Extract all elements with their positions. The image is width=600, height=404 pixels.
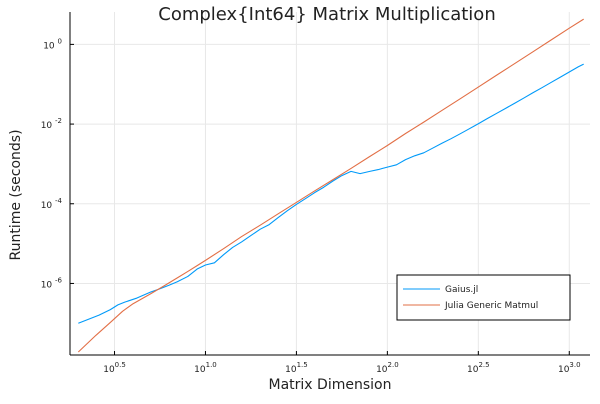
chart-title: Complex{Int64} Matrix Multiplication <box>158 4 495 25</box>
legend-label-gaius: Gaius.jl <box>445 285 478 295</box>
series-lines <box>77 18 584 353</box>
axis-ticks: 100.5 101.0 101.5 102.0 102.5 103.0 10 -6 10 -4… <box>41 37 581 375</box>
x-axis-label: Matrix Dimension <box>269 377 392 393</box>
legend: Gaius.jl Julia Generic Matmul <box>396 274 571 321</box>
x-tick-label: 102.5 <box>467 361 490 375</box>
y-tick-label: 10 0 <box>43 37 62 51</box>
x-tick-label: 101.0 <box>194 361 217 375</box>
y-tick-label: 10 -2 <box>41 117 62 131</box>
x-tick-label: 103.0 <box>558 361 581 375</box>
x-tick-label: 101.5 <box>285 361 308 375</box>
series-line-gaius-jl <box>78 63 584 324</box>
y-tick-label: 10 -6 <box>41 276 63 290</box>
y-axis-label: Runtime (seconds) <box>8 129 24 260</box>
plot-frame <box>69 12 590 356</box>
legend-label-julia-generic-matmul: Julia Generic Matmul <box>444 301 538 311</box>
y-tick-label: 10 -4 <box>41 197 63 211</box>
legend-box <box>396 274 571 321</box>
x-tick-label: 100.5 <box>103 361 126 375</box>
series-line-julia-generic-matmul <box>77 18 584 353</box>
x-tick-label: 102.0 <box>376 361 399 375</box>
